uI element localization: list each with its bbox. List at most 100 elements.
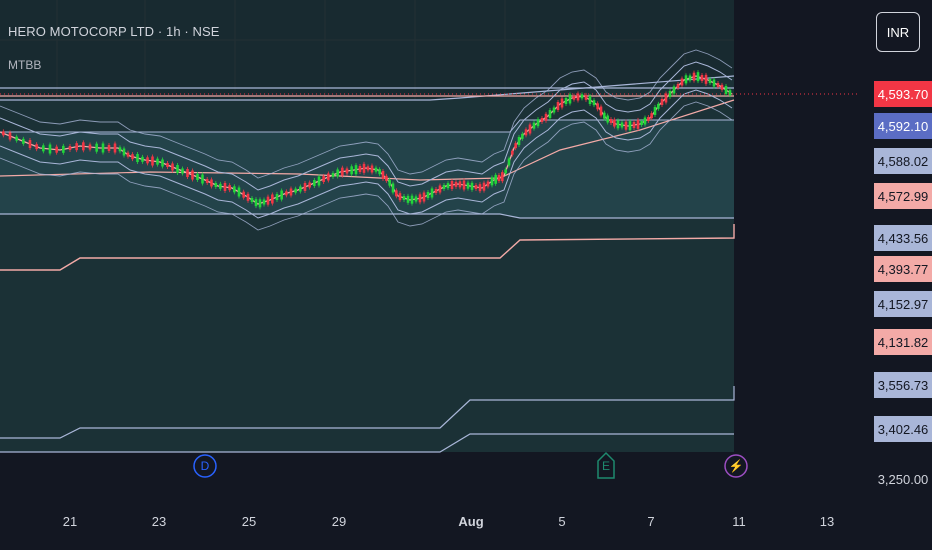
candle <box>214 183 218 187</box>
candle <box>285 191 288 196</box>
candle <box>643 117 647 125</box>
candle <box>603 112 606 119</box>
candle <box>507 158 511 166</box>
x-tick-label: 29 <box>332 514 346 529</box>
candle <box>266 196 270 205</box>
candle <box>8 132 12 140</box>
candle <box>494 174 497 184</box>
candle <box>68 146 72 150</box>
event-marker[interactable]: E <box>597 451 615 479</box>
candle <box>517 137 521 145</box>
candle <box>366 166 370 171</box>
envelope-outer <box>0 49 733 179</box>
chart-title: HERO MOTOCORP LTD · 1h · NSE <box>8 24 220 39</box>
candle <box>350 166 353 175</box>
price-label-text: 4,131.82 <box>878 335 929 350</box>
candle <box>388 179 391 186</box>
price-label-text: 4,592.10 <box>878 119 929 134</box>
price-axis[interactable]: 4,593.70 4,592.10 4,588.02 4,572.99 4,433.56… <box>874 81 932 487</box>
price-label[interactable]: 3,556.73 <box>874 372 932 398</box>
x-tick-label: 5 <box>558 514 565 529</box>
x-tick-label: 11 <box>732 514 746 529</box>
price-label[interactable]: 4,592.10 <box>874 113 932 139</box>
price-label-bg <box>874 113 932 139</box>
y-tick-label: 3,250.00 <box>878 472 929 487</box>
candle <box>35 144 38 150</box>
candle <box>462 180 466 190</box>
price-label[interactable]: 4,588.02 <box>874 148 932 174</box>
candle <box>636 119 640 129</box>
x-tick-label: Aug <box>458 514 483 529</box>
candle <box>521 133 524 139</box>
candle <box>474 185 478 189</box>
event-marker[interactable]: ⚡ <box>724 454 748 478</box>
candle <box>556 102 560 110</box>
candle <box>724 86 728 94</box>
price-label[interactable]: 4,593.70 <box>874 81 932 107</box>
candle <box>728 90 732 96</box>
candle <box>242 191 245 198</box>
candle <box>653 107 657 115</box>
price-label-bg <box>874 183 932 209</box>
candle <box>532 122 536 129</box>
candle <box>354 165 358 175</box>
candle <box>442 185 446 189</box>
candle <box>712 79 716 87</box>
candle <box>664 93 668 103</box>
candle <box>668 91 672 97</box>
candle <box>692 72 696 81</box>
event-marker-circle <box>193 454 217 478</box>
indicator-label[interactable]: MTBB <box>8 58 42 72</box>
x-axis: 21 23 25 29 Aug 5 7 11 13 <box>63 514 834 529</box>
event-markers[interactable]: D E ⚡ <box>193 451 748 479</box>
candle <box>378 169 381 175</box>
candle <box>632 122 636 128</box>
candle <box>345 168 349 174</box>
candle <box>497 175 501 181</box>
candle <box>228 185 231 191</box>
candle <box>126 152 130 157</box>
band-lines <box>0 49 735 453</box>
candle <box>410 195 414 204</box>
candle <box>381 171 385 179</box>
candle <box>540 118 544 122</box>
x-tick-label: 7 <box>647 514 654 529</box>
price-label[interactable]: 4,433.56 <box>874 225 932 251</box>
candle <box>271 194 274 204</box>
candle <box>576 93 580 101</box>
candle <box>362 163 366 173</box>
candle <box>544 113 548 121</box>
price-label[interactable]: 4,131.82 <box>874 329 932 355</box>
earnings-marker-shape <box>597 451 615 479</box>
candle <box>620 122 624 128</box>
price-label-text: 4,593.70 <box>878 87 929 102</box>
price-label-text: 4,588.02 <box>878 154 929 169</box>
candle <box>317 176 321 186</box>
candle <box>650 113 653 119</box>
candle <box>101 143 105 153</box>
candle <box>552 107 556 113</box>
price-label[interactable]: 4,572.99 <box>874 183 932 209</box>
event-marker[interactable]: D <box>193 454 217 478</box>
candle <box>470 182 474 190</box>
candle <box>564 98 568 104</box>
candle <box>2 131 5 136</box>
currency-button[interactable]: INR <box>876 12 920 52</box>
candle <box>254 199 258 207</box>
candle <box>327 173 330 181</box>
candle <box>528 124 532 134</box>
price-label-text: 3,402.46 <box>878 422 929 437</box>
price-label[interactable]: 3,402.46 <box>874 416 932 442</box>
candle <box>450 181 454 189</box>
candle <box>395 190 398 197</box>
price-label[interactable]: 4,152.97 <box>874 291 932 317</box>
candle <box>186 169 189 177</box>
candle <box>15 136 18 141</box>
candle <box>454 181 458 187</box>
candle <box>657 103 660 109</box>
candle <box>55 146 58 153</box>
price-label[interactable]: 4,393.77 <box>874 256 932 282</box>
price-label-bg <box>874 256 932 282</box>
candle <box>262 199 266 205</box>
